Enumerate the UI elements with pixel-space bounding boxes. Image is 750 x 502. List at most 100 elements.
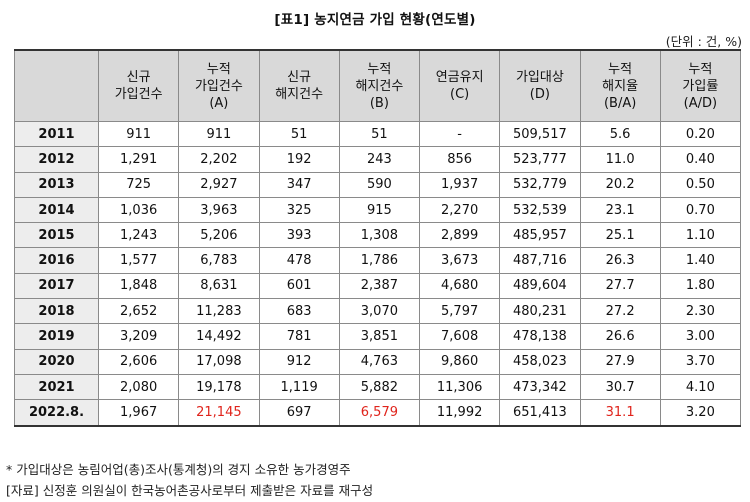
cell-cumulative-terminations: 915 — [338, 196, 421, 224]
table-row: 2020 2,606 17,098 912 4,763 9,860 458,023 27.9 3… — [14, 348, 742, 375]
cell-cumulative-terminations: 243 — [338, 146, 421, 173]
cell-cumulative-subscription-rate: 0.70 — [659, 196, 742, 224]
table-row: 2022.8. 1,967 21,145 697 6,579 11,992 651,413 3… — [14, 399, 742, 427]
cell-pension-maintained: 7,608 — [418, 323, 501, 350]
cell-new-subscriptions: 2,080 — [97, 373, 180, 401]
table-row: 2011 911 911 51 51-509,517 5.6 0.20 — [14, 120, 742, 148]
cell-pension-maintained: 2,270 — [418, 196, 501, 224]
cell-pension-maintained: 3,673 — [418, 247, 501, 274]
cell-cumulative-subscriptions: 3,963 — [178, 196, 260, 224]
cell-cumulative-termination-rate: 20.2 — [579, 171, 661, 198]
cell-cumulative-terminations: 1,786 — [338, 247, 421, 274]
cell-new-subscriptions: 2,652 — [97, 298, 180, 325]
cell-cumulative-subscriptions: 21,145 — [178, 399, 260, 427]
subscription-table: 신규 가입건수 누적 가입건수 (A) 신규 해지건수 누적 해지건수 (B) — [14, 49, 742, 427]
cell-eligible: 478,138 — [499, 323, 581, 350]
cell-new-subscriptions: 1,291 — [97, 146, 180, 173]
header-new-subscriptions: 신규 가입건수 — [97, 49, 180, 122]
cell-eligible: 509,517 — [499, 120, 581, 148]
cell-cumulative-subscription-rate: 3.00 — [659, 323, 742, 350]
cell-cumulative-terminations: 4,763 — [338, 348, 421, 375]
cell-cumulative-termination-rate: 30.7 — [579, 373, 661, 401]
cell-pension-maintained: 856 — [418, 146, 501, 173]
cell-new-terminations: 912 — [258, 348, 340, 375]
cell-cumulative-terminations: 51 — [338, 120, 421, 148]
cell-eligible: 485,957 — [499, 222, 581, 249]
cell-cumulative-subscriptions: 19,178 — [178, 373, 260, 401]
cell-year: 2021 — [14, 373, 99, 401]
cell-eligible: 487,716 — [499, 247, 581, 274]
table-title: [표1] 농지연금 가입 현황(연도별) — [274, 12, 476, 28]
cell-cumulative-subscriptions: 911 — [178, 120, 260, 148]
cell-year: 2012 — [14, 146, 99, 173]
cell-cumulative-subscriptions: 6,783 — [178, 247, 260, 274]
cell-cumulative-subscription-rate: 3.20 — [659, 399, 742, 427]
cell-cumulative-termination-rate: 26.6 — [579, 323, 661, 350]
cell-new-terminations: 683 — [258, 298, 340, 325]
cell-new-terminations: 325 — [258, 196, 340, 224]
cell-new-terminations: 51 — [258, 120, 340, 148]
cell-eligible: 458,023 — [499, 348, 581, 375]
cell-new-terminations: 601 — [258, 272, 340, 300]
cell-new-terminations: 1,119 — [258, 373, 340, 401]
cell-year: 2017 — [14, 272, 99, 300]
cell-eligible: 532,539 — [499, 196, 581, 224]
cell-new-terminations: 192 — [258, 146, 340, 173]
table-row: 2021 2,080 19,178 1,119 5,882 11,306 473,342 30… — [14, 373, 742, 401]
cell-cumulative-subscription-rate: 0.20 — [659, 120, 742, 148]
cell-year: 2013 — [14, 171, 99, 198]
cell-cumulative-terminations: 590 — [338, 171, 421, 198]
footnote-eligibility: * 가입대상은 농림어업(총)조사(통계청)의 경지 소유한 농가경영주 — [6, 462, 351, 477]
cell-cumulative-termination-rate: 31.1 — [579, 399, 661, 427]
cell-cumulative-termination-rate: 27.9 — [579, 348, 661, 375]
cell-new-terminations: 393 — [258, 222, 340, 249]
cell-pension-maintained: 4,680 — [418, 272, 501, 300]
header-eligible: 가입대상 (D) — [499, 49, 581, 122]
cell-cumulative-subscription-rate: 1.40 — [659, 247, 742, 274]
cell-new-subscriptions: 1,967 — [97, 399, 180, 427]
cell-cumulative-subscriptions: 5,206 — [178, 222, 260, 249]
cell-year: 2018 — [14, 298, 99, 325]
cell-new-terminations: 478 — [258, 247, 340, 274]
cell-cumulative-subscriptions: 17,098 — [178, 348, 260, 375]
cell-new-subscriptions: 2,606 — [97, 348, 180, 375]
cell-cumulative-termination-rate: 23.1 — [579, 196, 661, 224]
header-row: 신규 가입건수 누적 가입건수 (A) 신규 해지건수 누적 해지건수 (B) — [14, 49, 742, 122]
cell-cumulative-termination-rate: 26.3 — [579, 247, 661, 274]
cell-eligible: 532,779 — [499, 171, 581, 198]
cell-cumulative-subscription-rate: 2.30 — [659, 298, 742, 325]
cell-year: 2016 — [14, 247, 99, 274]
table-row: 2012 1,291 2,202 192 243 856 523,777 11.0 0.40 — [14, 146, 742, 173]
cell-cumulative-subscriptions: 11,283 — [178, 298, 260, 325]
cell-cumulative-termination-rate: 27.7 — [579, 272, 661, 300]
cell-year: 2014 — [14, 196, 99, 224]
cell-eligible: 489,604 — [499, 272, 581, 300]
cell-new-subscriptions: 1,848 — [97, 272, 180, 300]
header-cumulative-subscriptions: 누적 가입건수 (A) — [178, 49, 260, 122]
cell-cumulative-subscriptions: 14,492 — [178, 323, 260, 350]
cell-year: 2015 — [14, 222, 99, 249]
cell-cumulative-termination-rate: 5.6 — [579, 120, 661, 148]
cell-new-subscriptions: 3,209 — [97, 323, 180, 350]
cell-cumulative-subscription-rate: 0.50 — [659, 171, 742, 198]
footnote-source: [자료] 신정훈 의원실이 한국농어촌공사로부터 제출받은 자료를 재구성 — [6, 483, 374, 498]
header-cumulative-subscription-rate: 누적 가입률 (A/D) — [659, 49, 742, 122]
cell-new-terminations: 697 — [258, 399, 340, 427]
cell-cumulative-subscriptions: 2,927 — [178, 171, 260, 198]
cell-new-terminations: 347 — [258, 171, 340, 198]
cell-year: 2019 — [14, 323, 99, 350]
cell-cumulative-terminations: 3,851 — [338, 323, 421, 350]
cell-cumulative-termination-rate: 25.1 — [579, 222, 661, 249]
cell-cumulative-terminations: 1,308 — [338, 222, 421, 249]
cell-new-subscriptions: 1,577 — [97, 247, 180, 274]
cell-eligible: 523,777 — [499, 146, 581, 173]
cell-cumulative-subscription-rate: 1.10 — [659, 222, 742, 249]
cell-cumulative-subscriptions: 8,631 — [178, 272, 260, 300]
cell-year: 2022.8. — [14, 399, 99, 427]
cell-eligible: 480,231 — [499, 298, 581, 325]
cell-new-terminations: 781 — [258, 323, 340, 350]
header-new-terminations: 신규 해지건수 — [258, 49, 340, 122]
table-row: 2013 725 2,927 347 590 1,937 532,779 20.2 0.50 — [14, 171, 742, 198]
cell-pension-maintained: - — [418, 120, 501, 148]
